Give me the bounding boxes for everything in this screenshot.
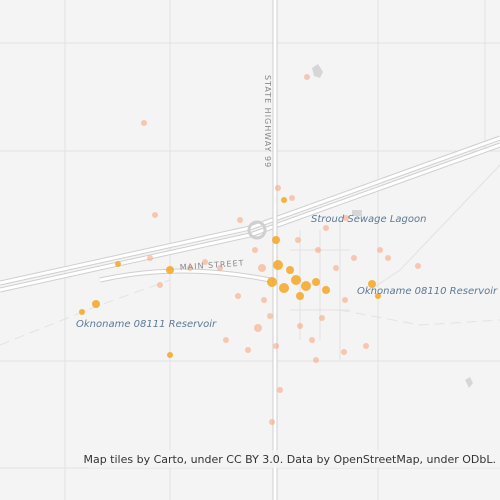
place-label: Stroud Sewage Lagoon [311,214,426,225]
place-label: Oknoname 08110 Reservoir [357,286,498,297]
points [79,74,421,425]
attribution-background [88,450,500,468]
attribution: Map tiles by Carto, under CC BY 3.0. Dat… [83,453,496,466]
place-label: Oknoname 08111 Reservoir [76,319,217,330]
highway-label: STATE HIGHWAY 99 [263,75,272,168]
water [312,64,473,388]
